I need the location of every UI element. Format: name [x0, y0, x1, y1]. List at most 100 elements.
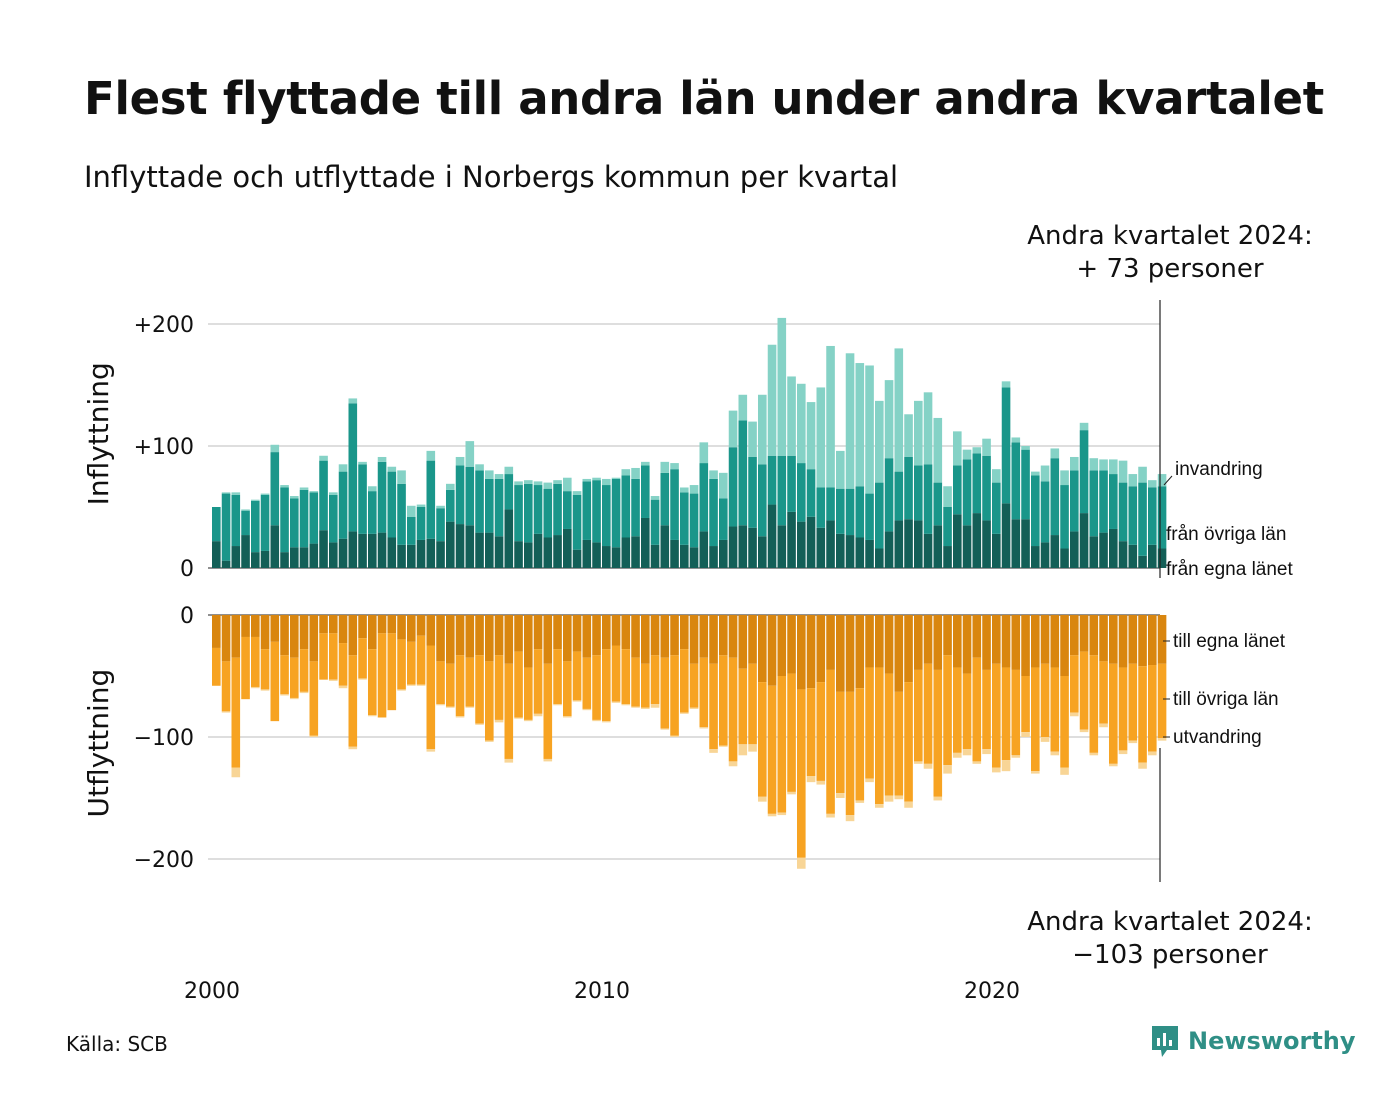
out-bar-2-q44	[631, 657, 640, 707]
out-bar-3-q63	[816, 780, 826, 785]
out-bar-2-q12	[319, 633, 328, 680]
in-bar-3-q68	[865, 365, 874, 494]
in-bar-1-q48	[670, 539, 679, 568]
in-bar-3-q8	[280, 485, 289, 488]
in-bar-3-q78	[962, 449, 972, 460]
out-bar-3-q87	[1050, 751, 1060, 756]
out-bar-1-q70	[884, 615, 894, 674]
out-bar-2-q29	[485, 661, 494, 741]
out-bar-2-q88	[1060, 676, 1069, 768]
in-bar-1-q30	[494, 536, 504, 568]
out-bar-1-q78	[962, 615, 972, 674]
in-bar-2-q96	[1138, 482, 1147, 556]
in-bar-1-q54	[728, 526, 738, 568]
in-bar-3-q18	[377, 456, 387, 462]
out-bar-1-q30	[494, 615, 504, 656]
out-bar-2-q52	[709, 663, 718, 750]
in-bar-2-q55	[738, 420, 748, 526]
out-bar-1-q27	[465, 615, 475, 658]
out-bar-3-q14	[338, 685, 348, 689]
in-bar-2-q19	[387, 471, 397, 538]
in-bar-3-q79	[972, 447, 982, 454]
in-bar-3-q72	[904, 414, 913, 457]
out-bar-1-q60	[787, 615, 796, 674]
in-bar-1-q18	[377, 532, 387, 568]
in-bar-2-q53	[719, 498, 728, 540]
out-bar-1-q5	[251, 615, 260, 637]
in-bar-1-q42	[611, 547, 621, 568]
out-bar-3-q72	[904, 801, 913, 808]
in-bar-2-q76	[943, 507, 952, 547]
in-bar-2-q27	[465, 466, 475, 526]
in-bar-1-q5	[251, 552, 260, 568]
out-bar-2-q84	[1021, 676, 1030, 733]
out-bar-2-q89	[1070, 655, 1079, 713]
out-bar-1-q40	[592, 615, 601, 656]
out-bar-3-q39	[582, 708, 592, 711]
in-bar-1-q77	[953, 514, 962, 568]
out-bar-3-q59	[777, 812, 787, 816]
in-bar-2-q93	[1109, 474, 1118, 529]
out-bar-2-q18	[377, 633, 387, 718]
out-bar-1-q82	[1001, 615, 1011, 668]
out-bar-3-q30	[494, 719, 504, 723]
in-bar-1-q59	[777, 525, 787, 568]
in-bar-2-q22	[416, 507, 426, 540]
out-bar-3-q34	[533, 713, 543, 717]
out-bar-2-q96	[1138, 666, 1147, 763]
in-ytick-label: +100	[134, 435, 194, 460]
in-bar-1-q23	[426, 538, 436, 568]
in-bar-1-q55	[738, 525, 748, 568]
out-bar-3-q64	[826, 813, 835, 818]
in-bar-1-q45	[641, 517, 650, 568]
out-bar-3-q26	[455, 716, 465, 718]
out-bar-3-q90	[1079, 729, 1089, 733]
in-bar-3-q52	[709, 470, 718, 479]
in-bar-1-q52	[709, 546, 718, 568]
in-bar-3-q92	[1099, 459, 1108, 471]
out-bar-1-q48	[670, 615, 679, 656]
out-bar-2-q15	[348, 655, 358, 747]
out-bar-2-q71	[894, 691, 904, 796]
out-bar-1-q57	[758, 615, 767, 683]
in-bar-2-q81	[992, 482, 1001, 534]
in-bar-2-q86	[1040, 481, 1050, 543]
out-bar-1-q33	[524, 615, 533, 668]
out-bar-1-q58	[767, 615, 777, 686]
in-bar-3-q60	[787, 376, 796, 456]
in-bar-2-q47	[660, 472, 670, 526]
in-bar-2-q34	[533, 485, 543, 534]
in-bar-3-q17	[368, 486, 377, 492]
in-bar-3-q11	[309, 491, 319, 493]
out-bar-1-q92	[1099, 615, 1108, 662]
out-bar-1-q63	[816, 615, 826, 683]
in-bar-3-q66	[845, 353, 855, 489]
in-bar-1-q46	[650, 544, 660, 568]
out-bar-1-q55	[738, 615, 748, 669]
in-bar-2-q90	[1079, 430, 1089, 514]
in-bar-1-q20	[397, 544, 406, 568]
in-bar-2-q58	[767, 455, 777, 505]
out-bar-3-q55	[738, 744, 748, 756]
in-bar-1-q66	[845, 535, 855, 568]
in-bar-1-q33	[524, 542, 533, 568]
in-bar-3-q71	[894, 348, 904, 472]
out-bar-1-q75	[933, 615, 943, 670]
out-bar-1-q37	[563, 615, 572, 662]
in-bar-2-q80	[982, 455, 991, 521]
out-bar-3-q86	[1040, 737, 1050, 742]
in-bar-2-q92	[1099, 470, 1108, 533]
in-bar-3-q77	[953, 431, 962, 466]
out-bar-3-q48	[670, 735, 679, 737]
in-bar-3-q19	[387, 466, 397, 472]
out-bar-1-q64	[826, 615, 835, 670]
in-bar-2-q1	[212, 507, 221, 542]
out-bar-2-q70	[884, 673, 894, 796]
out-bar-2-q79	[972, 657, 982, 762]
out-bar-2-q57	[758, 682, 767, 797]
in-bar-2-q87	[1050, 458, 1060, 536]
in-bar-3-q81	[992, 469, 1001, 483]
in-bar-3-q32	[514, 481, 523, 486]
out-bar-1-q97	[1148, 615, 1157, 666]
in-bar-1-q75	[933, 525, 943, 568]
